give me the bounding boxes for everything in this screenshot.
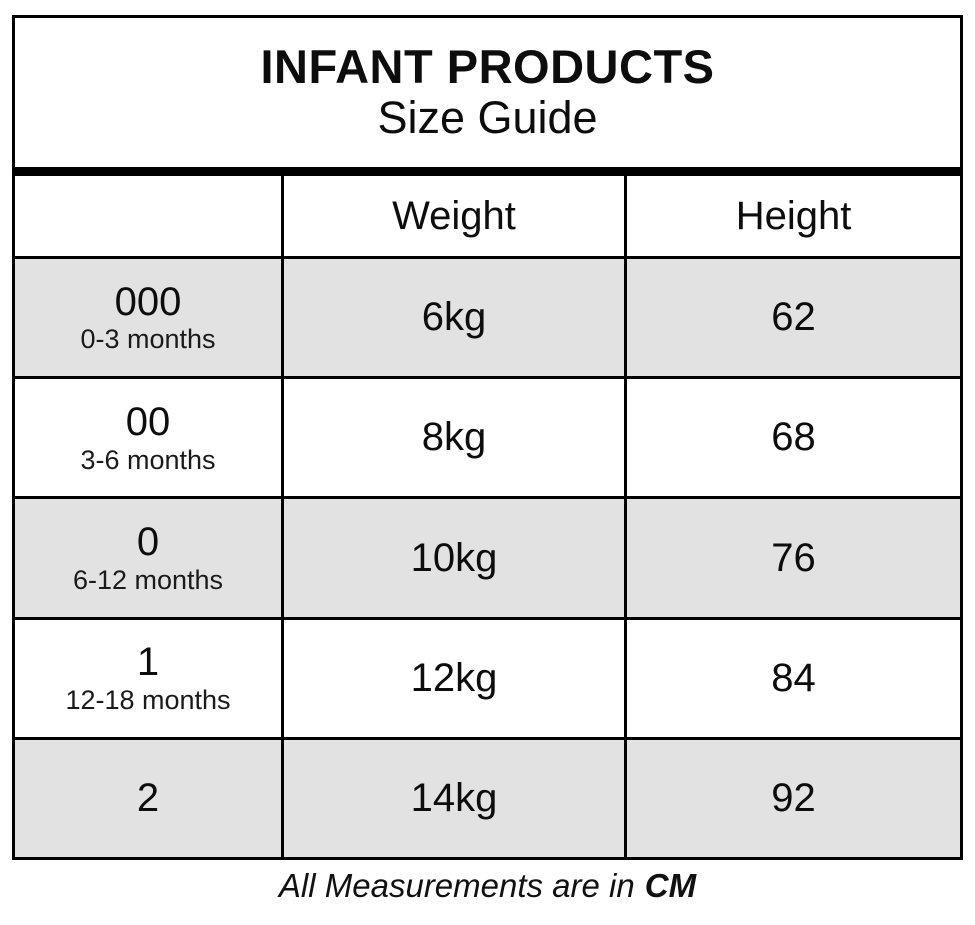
header-cell-size <box>15 176 281 256</box>
age-range: 12-18 months <box>65 685 231 716</box>
table-row: 0 6-12 months 10kg 76 <box>15 496 960 617</box>
size-code: 0 <box>136 520 160 565</box>
height-value: 84 <box>624 619 960 737</box>
guide-subtitle: Size Guide <box>377 92 598 144</box>
size-cell: 1 12-18 months <box>15 620 281 737</box>
header-cell-weight: Weight <box>281 176 624 256</box>
table-body: 000 0-3 months 6kg 62 00 3-6 months 8kg … <box>15 256 960 858</box>
size-cell: 00 3-6 months <box>15 379 281 496</box>
age-range: 0-3 months <box>80 324 216 355</box>
footer-unit: CM <box>644 867 697 904</box>
weight-value: 6kg <box>281 259 624 377</box>
guide-title: INFANT PRODUCTS <box>260 40 715 94</box>
weight-value: 12kg <box>281 619 624 737</box>
footer-note: All Measurements are in CM <box>0 867 975 905</box>
table-row: 000 0-3 months 6kg 62 <box>15 256 960 377</box>
size-cell: 0 6-12 months <box>15 499 281 616</box>
size-code: 000 <box>114 279 182 324</box>
age-range: 3-6 months <box>80 444 216 475</box>
size-cell: 2 <box>15 740 281 857</box>
height-value: 62 <box>624 259 960 377</box>
header-cell-height: Height <box>624 176 960 256</box>
weight-value: 10kg <box>281 499 624 617</box>
height-value: 92 <box>624 739 960 858</box>
weight-value: 8kg <box>281 379 624 497</box>
table-row: 1 12-18 months 12kg 84 <box>15 616 960 737</box>
size-cell: 000 0-3 months <box>15 259 281 376</box>
table-row: 2 14kg 92 <box>15 736 960 858</box>
footer-text: All Measurements are in <box>278 867 635 904</box>
size-code: 2 <box>136 776 160 821</box>
height-value: 68 <box>624 379 960 497</box>
age-range: 6-12 months <box>72 564 224 595</box>
title-divider <box>15 167 960 176</box>
size-code: 1 <box>136 640 160 685</box>
weight-value: 14kg <box>281 739 624 858</box>
table-row: 00 3-6 months 8kg 68 <box>15 376 960 497</box>
title-block: INFANT PRODUCTS Size Guide <box>15 18 960 167</box>
size-guide-table: INFANT PRODUCTS Size Guide Weight Height… <box>12 15 963 860</box>
table-header-row: Weight Height <box>15 176 960 256</box>
height-value: 76 <box>624 499 960 617</box>
size-code: 00 <box>125 399 171 444</box>
